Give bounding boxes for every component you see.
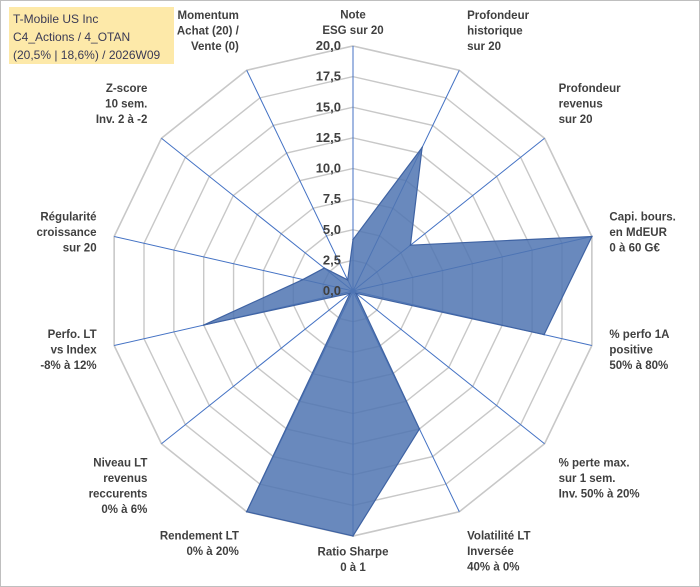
axis-label: Capi. bours. en MdEUR 0 à 60 G€	[609, 212, 675, 255]
radial-tick-label: 20,0	[316, 38, 341, 53]
series-point	[323, 267, 326, 269]
series-point	[421, 146, 423, 149]
axis-label: Momentum Achat (20) / Vente (0)	[177, 10, 240, 53]
radial-tick-label: 7,5	[323, 191, 341, 206]
axis-label: Régularité croissance sur 20	[36, 212, 96, 255]
series-point	[418, 428, 421, 430]
series-point	[346, 279, 349, 281]
series-point	[349, 292, 351, 295]
radial-tick-label: 5,0	[323, 222, 341, 237]
axis-label: Profondeur revenus sur 20	[559, 83, 621, 126]
axis-label: Perfo. LT vs Index -8% à 12%	[40, 329, 97, 372]
chart-title-box: T-Mobile US Inc C4_Actions / 4_OTAN (20,…	[9, 7, 174, 64]
radial-tick-label: 17,5	[316, 69, 341, 84]
radial-tick-label: 12,5	[316, 130, 341, 145]
axis-label: % perte max. sur 1 sem. Inv. 50% à 20%	[559, 457, 640, 500]
radial-tick-label: 10,0	[316, 161, 341, 176]
series-area	[203, 145, 593, 537]
series-point	[543, 333, 545, 336]
series-layer	[202, 145, 593, 537]
series-point	[591, 235, 593, 238]
chart-subtitle: C4_Actions / 4_OTAN	[13, 30, 131, 44]
series-point	[409, 244, 412, 246]
axis-label: Ratio Sharpe 0 à 1	[318, 547, 389, 575]
radial-tick-label: 0,0	[323, 283, 341, 298]
axis-spoke	[352, 290, 545, 445]
label-layer: Note ESG sur 20 Profondeur historique sur 20…	[36, 10, 675, 575]
chart-info: (20,5% | 18,6%) / 2026W09	[13, 48, 161, 62]
radial-tick-label: 15,0	[316, 99, 341, 114]
axis-spoke	[246, 70, 354, 292]
series-point	[355, 292, 357, 295]
axis-label: Volatilité LT Inversée 40% à 0%	[467, 530, 530, 573]
axis-label: Rendement LT 0% à 20%	[160, 530, 239, 558]
axis-spoke	[161, 137, 354, 292]
axis-label: Profondeur historique sur 20	[467, 10, 529, 53]
series-point	[245, 510, 248, 513]
axis-spoke	[161, 290, 354, 445]
axis-label: Niveau LT revenus reccurents 0% à 6%	[89, 457, 148, 515]
series-point	[302, 278, 304, 281]
series-point	[352, 535, 354, 537]
chart-title: T-Mobile US Inc	[13, 12, 99, 26]
axis-label: % perfo 1A positive 50% à 80%	[609, 329, 669, 372]
series-point	[352, 238, 354, 241]
axis-label: Note ESG sur 20	[322, 10, 383, 38]
radial-tick-label: 2,5	[323, 252, 341, 267]
tick-layer: 0,0 2,5 5,0 7,5 10,0 12,5 15,0 17,5 20,0	[316, 38, 341, 298]
axis-label: Z-score 10 sem. Inv. 2 à -2	[96, 83, 148, 126]
series-point	[202, 324, 205, 326]
